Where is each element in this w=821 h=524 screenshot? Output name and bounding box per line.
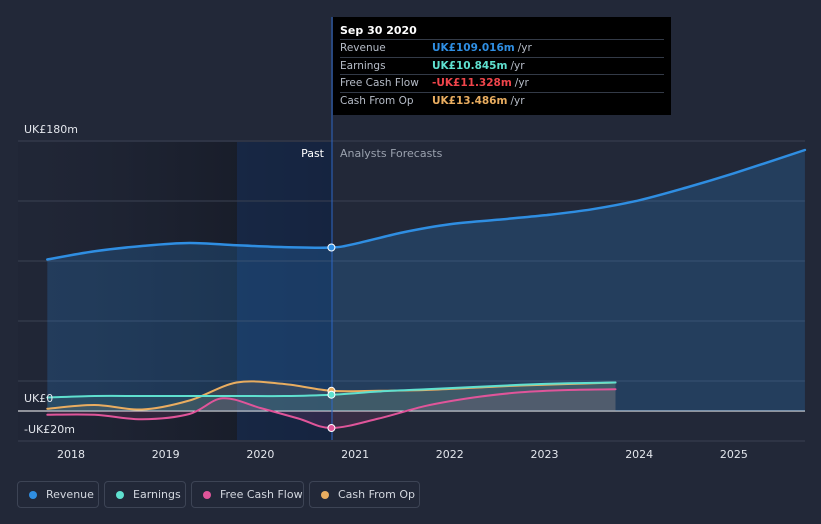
free-cash-flow-line: [46, 388, 617, 430]
x-axis: 2018 2019 2020 2021 2022 2023 2024 2025: [57, 448, 748, 461]
revenue-line: [46, 148, 807, 261]
tooltip-unit: /yr: [510, 59, 525, 72]
legend-dot-icon: [29, 490, 37, 499]
revenue-marker: [327, 243, 336, 252]
grid-lines: [18, 140, 805, 442]
tooltip-row-earnings: Earnings UK£10.845m /yr: [340, 56, 664, 75]
legend-free-cash-flow[interactable]: Free Cash Flow: [191, 481, 304, 508]
y-tick-label: UK£0: [24, 392, 53, 405]
x-tick-label: 2020: [246, 448, 274, 461]
tooltip-value: UK£13.486m: [432, 95, 508, 108]
x-tick-label: 2022: [436, 448, 464, 461]
legend-dot-icon: [321, 490, 329, 499]
y-tick-label: UK£180m: [24, 123, 78, 136]
earnings-marker: [327, 390, 336, 399]
tooltip: Sep 30 2020 Revenue UK£109.016m /yr Earn…: [333, 17, 671, 115]
legend-cash-from-op[interactable]: Cash From Op: [309, 481, 420, 508]
tooltip-unit: /yr: [510, 95, 525, 108]
free-cash-flow-area: [47, 389, 616, 428]
legend-label: Revenue: [46, 488, 94, 501]
tooltip-row-revenue: Revenue UK£109.016m /yr: [340, 39, 664, 57]
legend-dot-icon: [116, 490, 124, 499]
forecast-label: Analysts Forecasts: [340, 147, 443, 160]
tooltip-unit: /yr: [517, 42, 532, 55]
tooltip-row-free-cash-flow: Free Cash Flow -UK£11.328m /yr: [340, 74, 664, 92]
x-tick-label: 2021: [341, 448, 369, 461]
past-label: Past: [301, 147, 325, 160]
tooltip-label: Earnings: [340, 59, 386, 72]
x-tick-label: 2024: [625, 448, 653, 461]
y-tick-label: -UK£20m: [24, 423, 75, 436]
tooltip-label: Free Cash Flow: [340, 77, 419, 90]
free-cash-flow-marker: [327, 423, 336, 432]
past-highlight-band: [237, 142, 332, 440]
tooltip-row-cash-from-op: Cash From Op UK£13.486m /yr: [340, 91, 664, 110]
x-tick-label: 2018: [57, 448, 85, 461]
legend-label: Free Cash Flow: [220, 488, 303, 501]
legend-earnings[interactable]: Earnings: [104, 481, 186, 508]
x-tick-label: 2023: [531, 448, 559, 461]
legend-dot-icon: [203, 490, 211, 499]
tooltip-date: Sep 30 2020: [340, 24, 417, 37]
revenue-area: [47, 150, 805, 411]
tooltip-unit: /yr: [514, 77, 529, 90]
highlight-markers: [327, 243, 336, 432]
tooltip-label: Cash From Op: [340, 95, 414, 108]
legend-revenue[interactable]: Revenue: [17, 481, 99, 508]
tooltip-value: UK£109.016m: [432, 42, 515, 55]
tooltip-value: -UK£11.328m: [432, 77, 512, 90]
tooltip-label: Revenue: [340, 42, 386, 55]
legend-label: Earnings: [133, 488, 181, 501]
legend-label: Cash From Op: [338, 488, 416, 501]
y-axis: UK£180m UK£0 -UK£20m: [24, 123, 78, 436]
x-tick-label: 2019: [152, 448, 180, 461]
tooltip-value: UK£10.845m: [432, 59, 508, 72]
x-tick-label: 2025: [720, 448, 748, 461]
